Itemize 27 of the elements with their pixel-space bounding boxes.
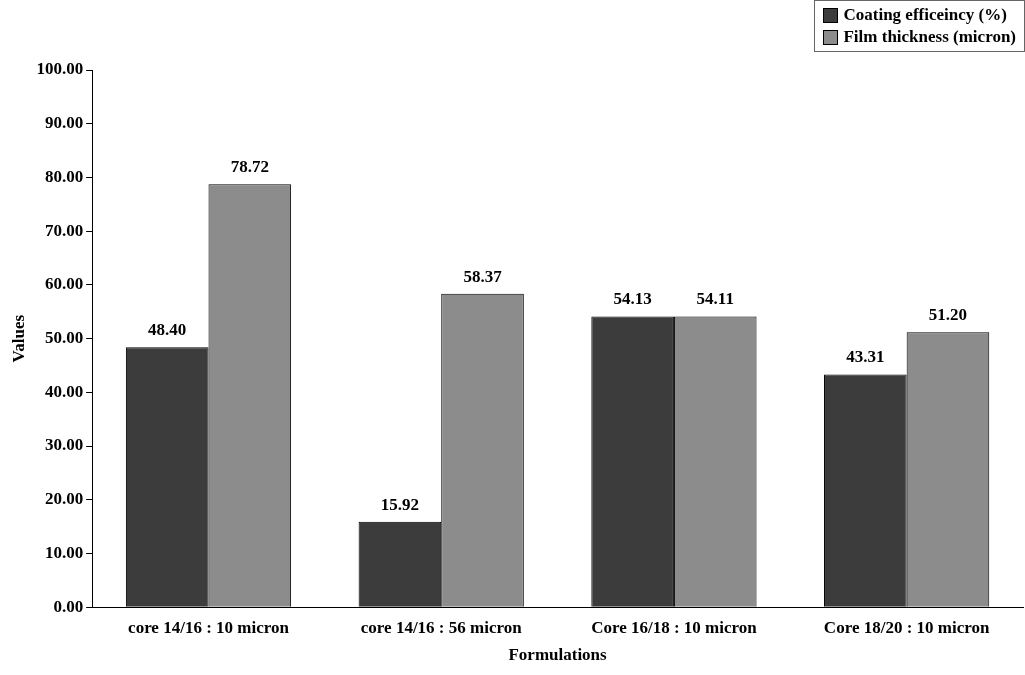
x-axis-title: Formulations: [508, 645, 608, 665]
y-tick-label: 100.00: [36, 59, 84, 79]
y-tick-label: 50.00: [44, 327, 84, 347]
y-tick-label: 90.00: [44, 113, 84, 133]
x-tick-label: core 14/16 : 56 micron: [360, 617, 523, 637]
data-label: 78.72: [230, 157, 269, 177]
y-tick-label: 20.00: [44, 489, 84, 509]
x-tick-label: Core 16/18 : 10 micron: [591, 617, 758, 637]
data-label: 58.37: [463, 266, 503, 286]
y-tick-label: 60.00: [44, 274, 84, 294]
x-tick-label: Core 18/20 : 10 micron: [823, 617, 990, 637]
legend-label: Coating efficeincy (%): [843, 4, 1007, 26]
data-label: 43.31: [846, 347, 885, 367]
data-label: 54.13: [613, 289, 652, 309]
y-tick-label: 40.00: [44, 381, 84, 401]
y-tick-label: 30.00: [44, 435, 84, 455]
x-tick-label: core 14/16 : 10 micron: [128, 617, 290, 637]
y-axis-title: Values: [8, 314, 28, 363]
y-tick-label: 80.00: [44, 166, 84, 186]
y-tick-label: 70.00: [44, 220, 84, 240]
data-label: 48.40: [148, 320, 187, 340]
y-tick-label: 10.00: [44, 542, 84, 562]
data-label: 54.11: [696, 289, 734, 309]
legend-label: Film thickness (micron): [843, 26, 1016, 48]
data-label: 51.20: [928, 305, 968, 325]
data-label: 15.92: [380, 494, 420, 514]
y-tick-label: 0.00: [53, 596, 84, 616]
